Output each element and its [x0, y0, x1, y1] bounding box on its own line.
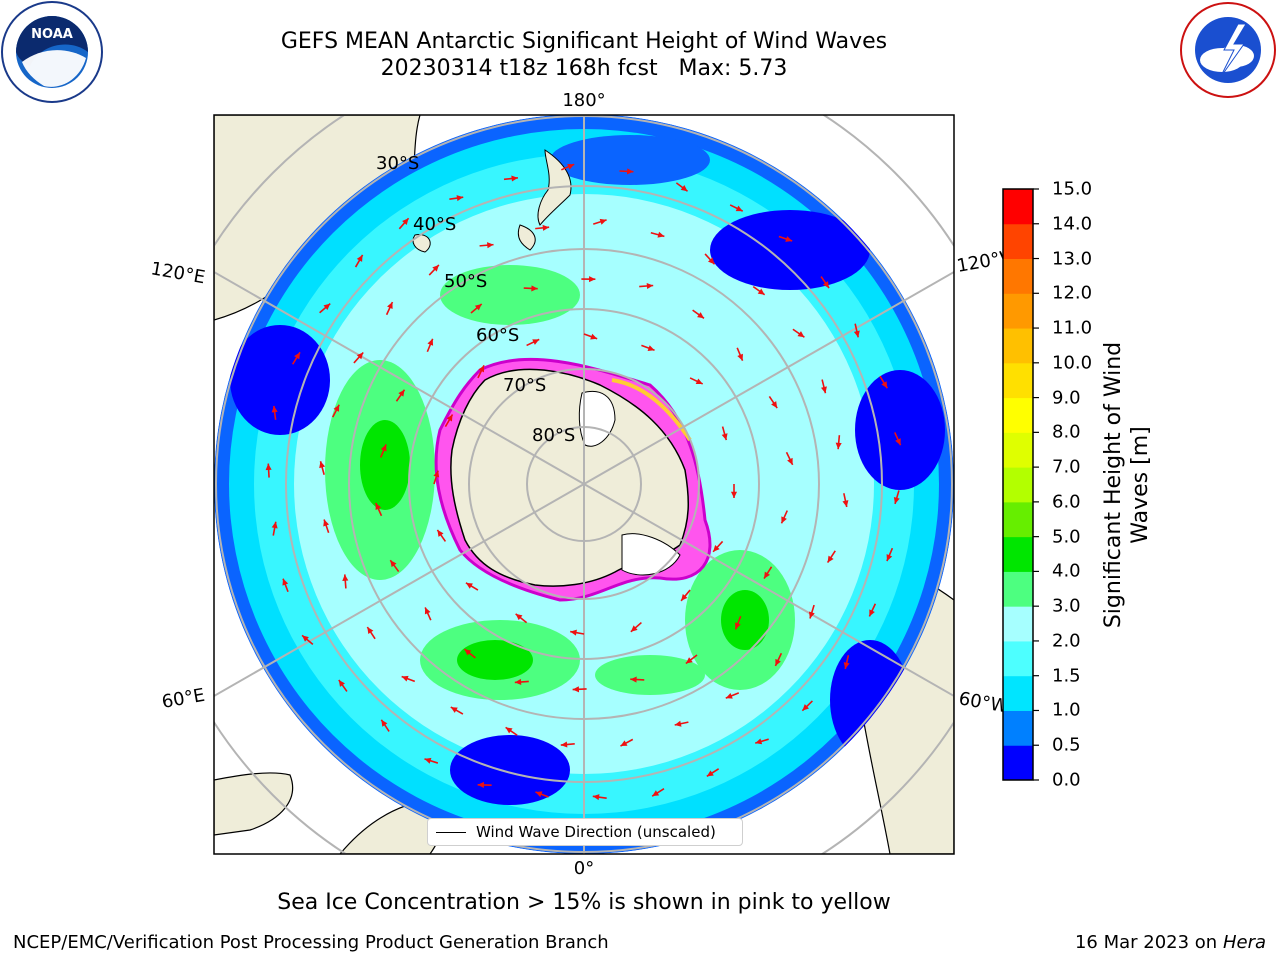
map-canvas: 180° 0° 120°E 60°E 120°W 60°W 30°S 40°S …: [0, 0, 1280, 960]
footer-host: Hera: [1223, 932, 1266, 953]
colorbar-tick-label: 6.0: [1052, 491, 1081, 512]
colorbar-label: Significant Height of Wind Waves [m]: [1100, 305, 1160, 665]
colorbar-tick-label: 15.0: [1052, 179, 1092, 200]
lat-label-50s: 50°S: [444, 271, 487, 292]
colorbar-segment: [1003, 641, 1033, 676]
colorbar-segment: [1003, 606, 1033, 641]
colorbar-segment: [1003, 398, 1033, 433]
colorbar-segment: [1003, 224, 1033, 259]
lon-label-180: 180°: [562, 90, 605, 111]
colorbar: [1003, 189, 1039, 781]
footer-credit: NCEP/EMC/Verification Post Processing Pr…: [13, 932, 609, 953]
colorbar-tick-label: 2.0: [1052, 630, 1081, 651]
colorbar-tick-label: 10.0: [1052, 352, 1092, 373]
lat-label-70s: 70°S: [503, 375, 546, 396]
colorbar-segment: [1003, 259, 1033, 294]
footer-date-text: 16 Mar 2023 on: [1075, 932, 1217, 953]
colorbar-tick-label: 11.0: [1052, 318, 1092, 339]
colorbar-tick-label: 8.0: [1052, 422, 1081, 443]
colorbar-segment: [1003, 363, 1033, 398]
colorbar-segment: [1003, 432, 1033, 467]
colorbar-tick-label: 0.0: [1052, 770, 1081, 791]
sea-ice-caption: Sea Ice Concentration > 15% is shown in …: [214, 890, 954, 915]
colorbar-tick-label: 12.0: [1052, 283, 1092, 304]
colorbar-tick-label: 0.5: [1052, 735, 1081, 756]
colorbar-segment: [1003, 745, 1033, 780]
colorbar-tick-label: 4.0: [1052, 561, 1081, 582]
lon-label-60w: 60°W: [957, 688, 1010, 717]
footer-date: 16 Mar 2023 on Hera: [1075, 932, 1266, 953]
lon-label-0: 0°: [574, 858, 594, 879]
lat-label-40s: 40°S: [413, 214, 456, 235]
colorbar-segment: [1003, 676, 1033, 711]
colorbar-segment: [1003, 328, 1033, 363]
legend-line-sample: [436, 832, 466, 833]
colorbar-tick-label: 9.0: [1052, 387, 1081, 408]
colorbar-segment: [1003, 571, 1033, 606]
colorbar-tick-label: 1.5: [1052, 665, 1081, 686]
lon-label-120e: 120°E: [149, 258, 207, 288]
colorbar-tick-label: 1.0: [1052, 700, 1081, 721]
colorbar-tick-label: 5.0: [1052, 526, 1081, 547]
colorbar-tick-label: 13.0: [1052, 248, 1092, 269]
lat-label-80s: 80°S: [532, 425, 575, 446]
colorbar-tick-label: 3.0: [1052, 596, 1081, 617]
colorbar-tick-label: 14.0: [1052, 213, 1092, 234]
colorbar-tick-label: 7.0: [1052, 457, 1081, 478]
colorbar-segment: [1003, 189, 1033, 224]
lat-label-60s: 60°S: [476, 325, 519, 346]
colorbar-segment: [1003, 537, 1033, 572]
colorbar-segment: [1003, 293, 1033, 328]
colorbar-segment: [1003, 467, 1033, 502]
lon-label-60e: 60°E: [160, 685, 206, 713]
colorbar-segment: [1003, 502, 1033, 537]
lat-label-30s: 30°S: [376, 153, 419, 174]
legend-label: Wind Wave Direction (unscaled): [476, 823, 716, 841]
colorbar-segment: [1003, 710, 1033, 745]
arrow-legend: Wind Wave Direction (unscaled): [427, 818, 743, 846]
